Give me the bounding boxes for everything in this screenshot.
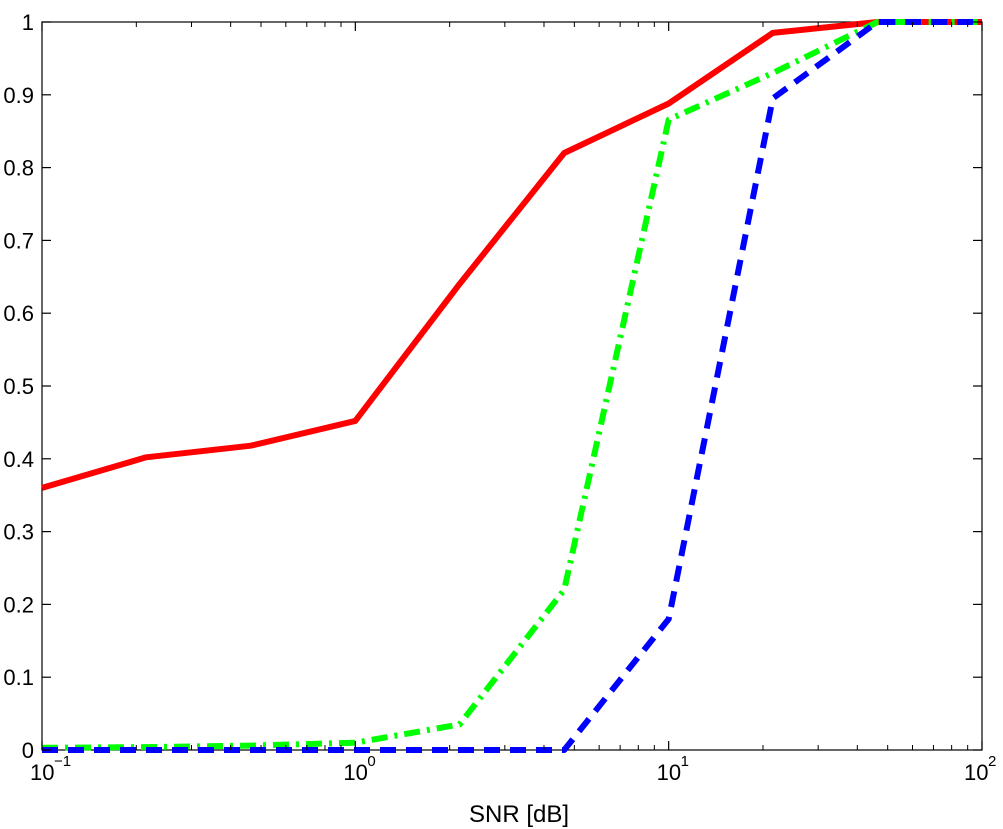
y-tick-label: 0 — [22, 738, 34, 763]
y-tick-label: 0.6 — [3, 301, 34, 326]
y-tick-label: 0.3 — [3, 520, 34, 545]
y-tick-label: 0.4 — [3, 447, 34, 472]
plot-frame — [41, 21, 983, 751]
x-axis-title: SNR [dB] — [469, 801, 569, 828]
x-tick-base: 10 — [964, 760, 988, 785]
series-line-3 — [42, 19, 982, 753]
x-axis: 10 −1 10 0 10 1 10 2 — [30, 22, 996, 785]
y-tick-label: 0.8 — [3, 156, 34, 181]
plot-area — [41, 21, 983, 751]
x-tick-label: 10 0 — [343, 753, 375, 785]
x-tick-exponent: −1 — [54, 753, 71, 770]
series-line-1 — [41, 19, 982, 491]
y-tick-label: 0.1 — [3, 665, 34, 690]
series-line-2 — [41, 19, 982, 751]
y-tick-label: 0.9 — [3, 83, 34, 108]
x-tick-exponent: 1 — [681, 753, 689, 770]
y-axis: 0 0.1 0.2 0.3 0.4 0.5 0.6 0.7 0.8 0.9 1 — [3, 10, 982, 763]
x-tick-label: 10 1 — [657, 753, 689, 785]
x-tick-base: 10 — [30, 760, 54, 785]
x-tick-exponent: 0 — [367, 753, 375, 770]
x-tick-label: 10 2 — [964, 753, 996, 785]
y-tick-label: 0.5 — [3, 374, 34, 399]
y-tick-label: 0.2 — [3, 592, 34, 617]
x-tick-base: 10 — [343, 760, 367, 785]
y-tick-label: 1 — [22, 10, 34, 35]
series-layer — [41, 19, 982, 753]
y-tick-label: 0.7 — [3, 228, 34, 253]
x-tick-base: 10 — [657, 760, 681, 785]
x-tick-exponent: 2 — [988, 753, 996, 770]
x-tick-label: 10 −1 — [30, 753, 71, 785]
